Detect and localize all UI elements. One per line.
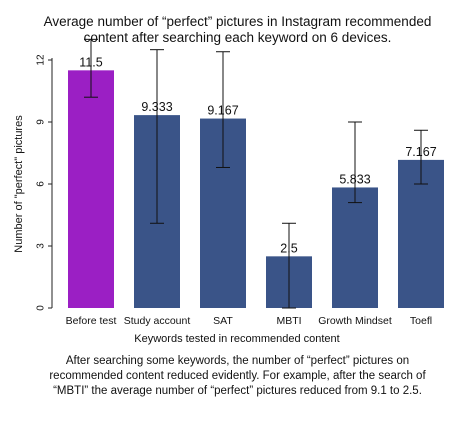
chart-caption: After searching some keywords, the numbe… <box>49 355 426 397</box>
bar <box>68 70 114 308</box>
x-tick-labels: Before test Study account SAT MBTI Growth Mi… <box>66 315 432 327</box>
error-bars <box>84 38 428 309</box>
data-label: 5.833 <box>339 172 370 186</box>
x-axis-label: Keywords tested in recommended content <box>134 333 339 345</box>
y-tick-label: 6 <box>36 181 47 187</box>
y-axis: 0 3 6 9 12 <box>36 54 53 311</box>
y-tick-label: 0 <box>36 305 47 311</box>
chart-title: Average number of “perfect” pictures in … <box>43 14 432 45</box>
x-tick-label: Toefl <box>410 315 432 327</box>
y-tick-label: 12 <box>36 54 47 66</box>
error-bar <box>348 121 362 204</box>
bar <box>332 187 378 308</box>
y-tick-label: 9 <box>36 119 47 125</box>
error-bar <box>216 51 230 168</box>
x-tick-label: Study account <box>124 315 191 327</box>
data-label: 7.167 <box>405 145 436 159</box>
value-labels: 11.5 9.333 9.167 2.5 5.833 7.167 <box>79 55 436 255</box>
error-bar <box>282 222 296 309</box>
y-tick-label: 3 <box>36 243 47 249</box>
x-tick-label: Growth Mindset <box>318 315 392 327</box>
error-bar <box>414 129 428 185</box>
x-tick-label: SAT <box>213 315 233 327</box>
x-tick-label: MBTI <box>276 315 301 327</box>
x-tick-label: Before test <box>66 315 117 327</box>
data-label: 11.5 <box>79 55 102 69</box>
data-label: 9.333 <box>141 100 172 114</box>
y-axis-label: Number of "perfect" pictures <box>13 115 25 253</box>
bar <box>398 159 444 308</box>
error-bar <box>150 49 164 224</box>
data-label: 9.167 <box>207 104 238 118</box>
bars <box>68 70 444 308</box>
error-bar <box>84 38 98 98</box>
data-label: 2.5 <box>280 241 297 255</box>
